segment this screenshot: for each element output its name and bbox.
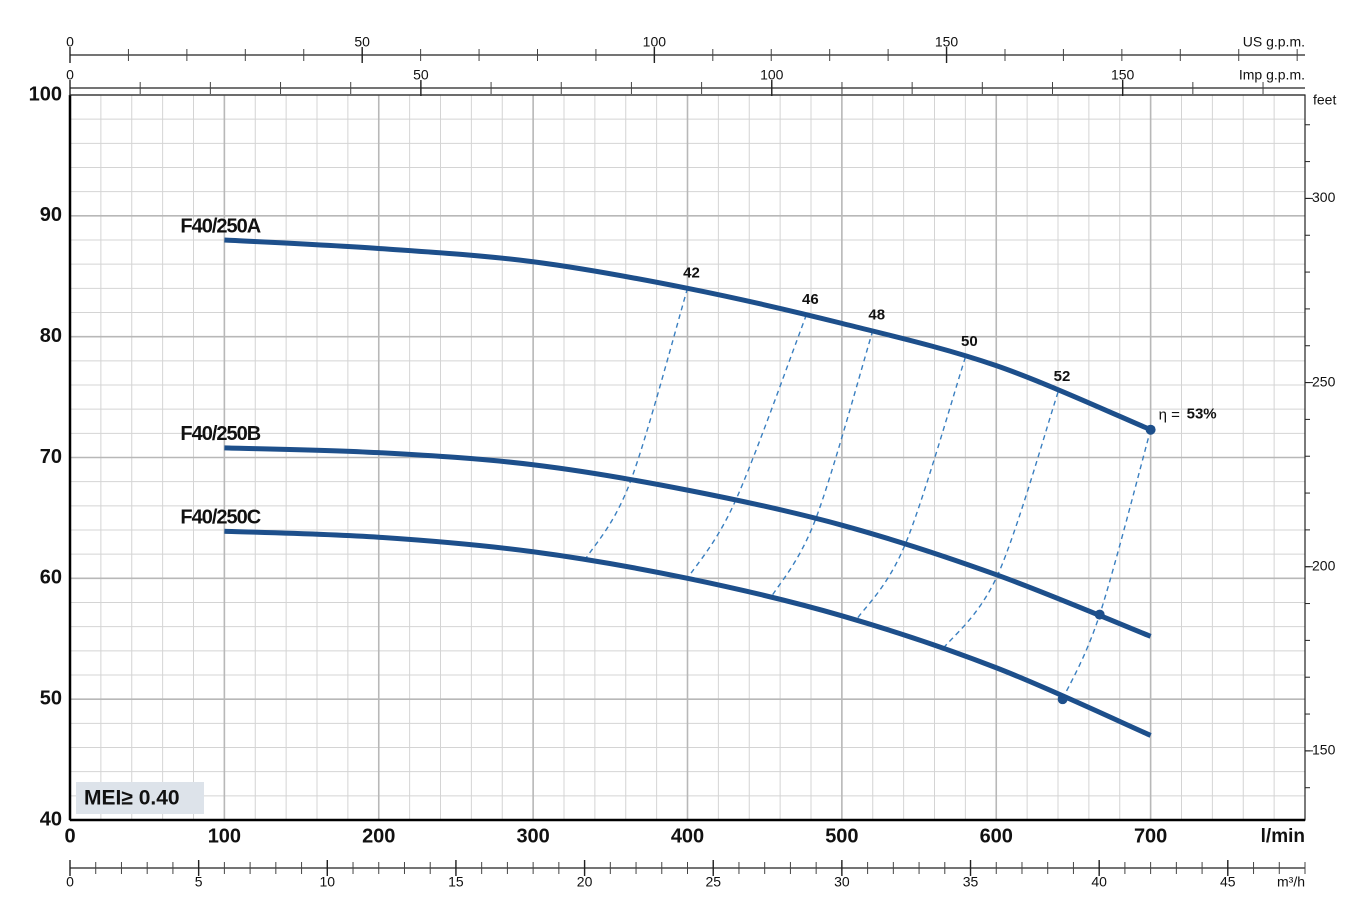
efficiency-line [770, 330, 874, 599]
m3h-axis-tick-label: 5 [195, 874, 203, 890]
y-tick-label: 80 [40, 325, 62, 347]
pump-curve [224, 528, 1152, 738]
efficiency-line [585, 288, 689, 560]
x-tick-label: 200 [362, 825, 395, 847]
y2-tick-label: 300 [1312, 189, 1336, 205]
x-tick-label: 700 [1134, 825, 1167, 847]
annotation-box [76, 782, 204, 814]
x-tick-label: 500 [825, 825, 858, 847]
us-gpm-axis-label: US g.p.m. [1243, 34, 1305, 50]
x-tick-label: 100 [208, 825, 241, 847]
x-tick-label: 300 [516, 825, 549, 847]
efficiency-line [855, 356, 967, 622]
m3h-axis-tick-label: 35 [963, 874, 979, 890]
us-gpm-axis-tick-label: 100 [643, 34, 667, 50]
m3h-axis-tick-label: 30 [834, 874, 850, 890]
efficiency-marker [1057, 694, 1068, 705]
efficiency-label: 42 [683, 264, 700, 281]
y2-tick-label: 250 [1312, 373, 1336, 389]
pump-curve [224, 237, 1152, 433]
x-tick-label: 0 [64, 825, 75, 847]
imp-gpm-axis-tick-label: 100 [760, 67, 784, 83]
imp-gpm-axis-tick-label: 0 [66, 67, 74, 83]
m3h-axis-tick-label: 40 [1091, 874, 1107, 890]
us-gpm-axis-tick-label: 150 [935, 34, 959, 50]
y-tick-label: 50 [40, 687, 62, 709]
y-tick-label: 90 [40, 204, 62, 226]
y-tick-label: 60 [40, 567, 62, 589]
y-tick-label: 40 [40, 808, 62, 830]
imp-gpm-axis-tick-label: 150 [1111, 67, 1135, 83]
efficiency-line [1061, 429, 1152, 700]
us-gpm-axis-tick-label: 0 [66, 34, 74, 50]
series-label: F40/250A [180, 215, 260, 237]
x-tick-label: 400 [671, 825, 704, 847]
efficiency-label: 53% [1187, 406, 1217, 423]
efficiency-marker [1145, 424, 1156, 435]
m3h-axis-tick-label: 20 [577, 874, 593, 890]
imp-gpm-axis-tick-label: 50 [413, 67, 429, 83]
series-label: F40/250C [180, 506, 260, 528]
m3h-axis-tick-label: 0 [66, 874, 74, 890]
series-label: F40/250B [180, 423, 260, 445]
y2-tick-label: 150 [1312, 742, 1336, 758]
efficiency-marker [1094, 609, 1105, 620]
efficiency-line [941, 392, 1059, 651]
efficiency-label: 46 [802, 291, 819, 308]
us-gpm-axis-tick-label: 50 [354, 34, 370, 50]
efficiency-label: 50 [961, 333, 978, 350]
m3h-axis-tick-label: 25 [705, 874, 721, 890]
annotation: MEI≥ 0.40 [84, 787, 180, 810]
y2-tick-label: 200 [1312, 557, 1336, 573]
efficiency-line [686, 314, 808, 579]
efficiency-label: 48 [868, 307, 885, 324]
imp-gpm-axis-label: Imp g.p.m. [1239, 67, 1305, 83]
x-tick-label: 600 [980, 825, 1013, 847]
pump-curve [224, 445, 1152, 639]
y-tick-label: 100 [29, 83, 62, 105]
y-tick-label: 70 [40, 446, 62, 468]
m3h-axis-tick-label: 15 [448, 874, 464, 890]
m3h-axis-tick-label: 45 [1220, 874, 1236, 890]
x-axis-label: l/min [1261, 826, 1305, 847]
efficiency-label: 52 [1054, 368, 1071, 385]
m3h-axis-tick-label: 10 [320, 874, 336, 890]
efficiency-symbol: η = [1159, 407, 1181, 424]
m3h-axis-label: m³/h [1277, 874, 1305, 890]
y2-axis-label: feet [1313, 92, 1336, 108]
